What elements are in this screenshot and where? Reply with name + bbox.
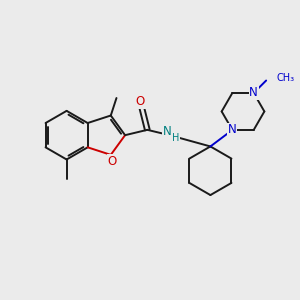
Text: O: O [136,95,145,109]
Text: N: N [227,123,236,136]
Text: O: O [108,155,117,168]
Text: N: N [249,86,258,100]
Text: N: N [163,125,172,138]
Text: H: H [172,133,180,142]
Text: CH₃: CH₃ [277,73,295,83]
